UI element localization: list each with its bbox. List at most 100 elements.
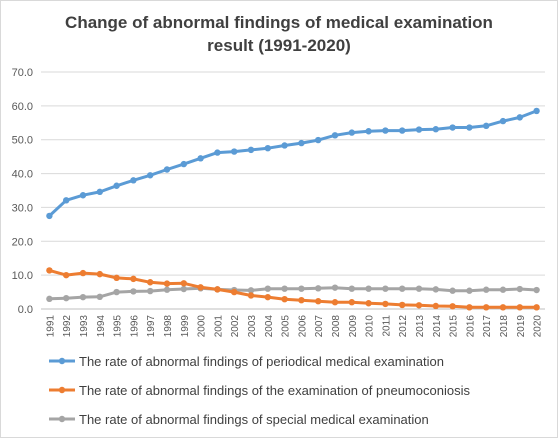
data-point: [415, 126, 423, 133]
data-point: [214, 286, 221, 293]
x-tick-label: 2007: [314, 315, 325, 338]
data-point: [247, 292, 255, 299]
data-point: [180, 280, 187, 287]
data-point: [315, 298, 322, 305]
legend-item: The rate of abnormal findings of special…: [49, 412, 429, 427]
x-tick-label: 2017: [482, 315, 493, 338]
y-tick-label: 50.0: [12, 135, 33, 147]
x-tick-label: 2004: [264, 315, 275, 338]
data-point: [499, 304, 507, 311]
data-point: [96, 188, 104, 196]
data-point: [516, 285, 523, 293]
x-tick-label: 2015: [449, 315, 460, 338]
y-tick-label: 20.0: [12, 236, 33, 248]
chart-title: Change of abnormal findings of medical e…: [65, 13, 493, 55]
data-point: [348, 129, 355, 136]
data-point: [449, 287, 456, 294]
data-point: [46, 267, 53, 274]
data-point: [432, 302, 439, 310]
y-tick-label: 0.0: [18, 304, 33, 316]
data-point: [365, 285, 372, 292]
data-point: [147, 279, 154, 286]
legend-label: The rate of abnormal findings of the exa…: [79, 383, 470, 398]
x-axis-ticks: 1991 1992 1993 1994 1995 1996 1997 1998 1999 2000…: [45, 315, 543, 338]
x-tick-label: 1995: [113, 315, 124, 338]
x-tick-label: 2006: [297, 315, 308, 338]
y-tick-label: 60.0: [12, 101, 33, 113]
x-tick-label: 1992: [62, 315, 73, 338]
data-point: [331, 299, 339, 306]
legend-label: The rate of abnormal findings of special…: [79, 412, 429, 427]
data-point: [298, 285, 305, 292]
x-tick-label: 2005: [281, 315, 292, 338]
data-point: [415, 285, 423, 292]
data-point: [247, 146, 255, 154]
data-point: [214, 149, 221, 156]
data-point: [415, 302, 423, 309]
data-point: [147, 172, 154, 179]
x-tick-label: 2020: [533, 315, 544, 338]
data-point: [281, 295, 288, 303]
data-point: [113, 288, 120, 296]
legend-marker: [58, 386, 66, 394]
data-point: [449, 124, 456, 131]
data-point: [365, 300, 372, 307]
legend: The rate of abnormal findings of periodi…: [49, 354, 470, 427]
data-point: [163, 166, 171, 173]
data-point: [499, 286, 507, 293]
data-point: [483, 286, 490, 293]
series-2: [46, 267, 540, 311]
data-point: [96, 293, 104, 301]
data-point: [147, 287, 154, 295]
x-tick-label: 2019: [516, 315, 527, 338]
data-point: [79, 269, 87, 277]
data-point: [298, 296, 305, 304]
data-point: [432, 126, 439, 133]
legend-label: The rate of abnormal findings of periodi…: [79, 354, 444, 369]
x-tick-label: 1997: [146, 315, 157, 338]
data-point: [348, 299, 355, 306]
y-axis-ticks: 0.0 10.0 20.0 30.0 40.0 50.0 60.0 70.0: [12, 67, 33, 316]
data-point: [449, 303, 456, 310]
data-point: [281, 285, 288, 292]
data-point: [46, 295, 53, 303]
series-1: [46, 107, 540, 220]
data-point: [130, 288, 137, 295]
data-point: [96, 270, 104, 278]
data-point: [399, 285, 406, 292]
data-point: [533, 107, 540, 115]
data-point: [533, 304, 540, 311]
x-tick-label: 1994: [96, 315, 107, 338]
data-point: [382, 285, 389, 292]
data-point: [466, 124, 473, 131]
x-tick-label: 2012: [398, 315, 409, 338]
x-tick-label: 2000: [197, 315, 208, 338]
data-point: [382, 127, 389, 134]
data-point: [516, 304, 523, 311]
data-point: [197, 155, 204, 162]
data-point: [264, 285, 271, 292]
x-tick-label: 2001: [213, 315, 224, 338]
x-tick-label: 2014: [432, 315, 443, 338]
data-point: [247, 287, 255, 294]
x-tick-label: 1993: [79, 315, 90, 338]
data-point: [130, 275, 137, 283]
data-point: [331, 284, 339, 291]
x-tick-label: 1991: [45, 315, 56, 338]
data-point: [315, 285, 322, 292]
legend-marker: [58, 357, 66, 365]
data-point: [79, 293, 87, 301]
data-point: [231, 288, 238, 296]
x-tick-label: 1998: [163, 315, 174, 338]
data-point: [264, 293, 271, 301]
data-point: [466, 287, 473, 294]
chart-title-line-1: Change of abnormal findings of medical e…: [65, 13, 493, 32]
data-point: [62, 271, 70, 279]
data-point: [79, 192, 87, 199]
x-tick-label: 2016: [465, 315, 476, 338]
data-point: [499, 117, 507, 125]
x-tick-label: 2009: [348, 315, 359, 338]
data-point: [315, 136, 322, 144]
data-point: [231, 148, 238, 155]
